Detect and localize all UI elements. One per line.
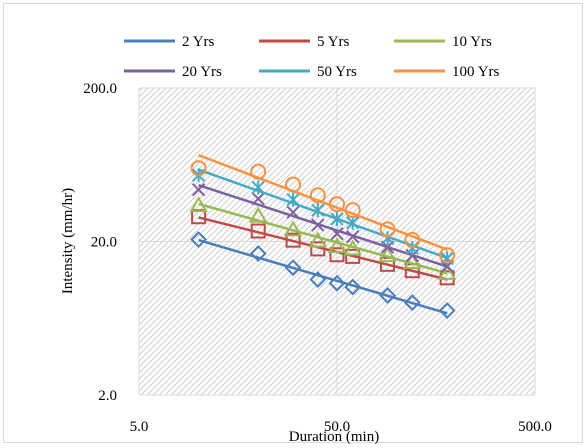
data-point-x xyxy=(286,205,300,219)
legend-label: 2 Yrs xyxy=(182,34,215,50)
legend-item: 50 Yrs xyxy=(259,64,357,80)
data-point-triangle xyxy=(327,236,347,253)
trendline xyxy=(198,183,448,268)
data-point-circle xyxy=(439,247,456,264)
x-axis-title: Duration (min) xyxy=(289,429,379,444)
x-tick-label: 5.0 xyxy=(130,419,149,435)
data-point-circle xyxy=(404,231,421,248)
data-point-circle xyxy=(250,163,267,180)
data-point-circle xyxy=(344,202,361,219)
y-axis-title: Intensity (mm/hr) xyxy=(60,188,76,294)
data-point-diamond xyxy=(190,231,208,248)
legend-item: 5 Yrs xyxy=(259,34,350,50)
legend-item: 100 Yrs xyxy=(394,64,500,80)
data-point-circle xyxy=(190,160,207,177)
series-3 xyxy=(191,182,454,273)
data-point-diamond xyxy=(438,302,456,319)
data-point-square xyxy=(285,232,301,248)
data-point-circle xyxy=(379,221,396,238)
legend-label: 10 Yrs xyxy=(452,34,492,50)
y-tick-label: 200.0 xyxy=(83,81,117,97)
series-5 xyxy=(190,153,456,264)
data-point-square xyxy=(250,223,266,239)
data-point-triangle xyxy=(403,253,422,270)
data-point-square xyxy=(329,247,345,263)
data-point-star xyxy=(286,192,300,207)
legend-label: 50 Yrs xyxy=(317,64,357,80)
data-point-triangle xyxy=(378,246,397,263)
data-point-triangle xyxy=(248,206,268,223)
legend-label: 5 Yrs xyxy=(317,34,350,50)
data-point-star xyxy=(440,251,454,266)
data-point-circle xyxy=(285,176,302,193)
trendline xyxy=(198,153,448,251)
trendline xyxy=(198,202,448,275)
data-point-triangle xyxy=(343,239,362,256)
y-tick-label: 2.0 xyxy=(98,388,117,404)
data-point-star xyxy=(251,180,265,195)
data-point-diamond xyxy=(309,271,327,288)
y-tick-label: 20.0 xyxy=(91,235,117,251)
legend-item: 2 Yrs xyxy=(124,34,215,50)
legend-item: 10 Yrs xyxy=(394,34,492,50)
data-point-star xyxy=(405,241,419,256)
data-point-diamond xyxy=(403,294,421,311)
legend-label: 100 Yrs xyxy=(452,64,500,80)
data-point-triangle xyxy=(437,263,457,280)
data-point-x xyxy=(251,192,265,206)
data-point-triangle xyxy=(283,220,303,237)
data-point-x xyxy=(311,218,325,232)
data-point-triangle xyxy=(189,196,208,213)
x-tick-label: 500.0 xyxy=(518,419,552,435)
data-point-star xyxy=(330,212,344,227)
data-point-square xyxy=(310,241,326,257)
data-point-diamond xyxy=(249,245,267,262)
data-point-diamond xyxy=(379,287,396,304)
series-2 xyxy=(189,196,457,280)
x-tick-label: 50.0 xyxy=(324,419,350,435)
data-point-x xyxy=(330,226,344,241)
data-point-star xyxy=(311,203,325,218)
data-point-x xyxy=(345,229,360,244)
data-point-circle xyxy=(309,187,326,204)
data-point-diamond xyxy=(284,259,302,277)
legend-label: 20 Yrs xyxy=(182,64,222,80)
series-0 xyxy=(190,231,456,319)
data-point-triangle xyxy=(308,231,328,248)
legend-item: 20 Yrs xyxy=(124,64,222,80)
data-point-circle xyxy=(329,196,345,213)
data-point-diamond xyxy=(344,278,362,296)
chart-frame: 5.0 50.0 500.0 2.0 20.0 200.0 2 Yrs 5 Yrs 10 Yr… xyxy=(3,3,583,444)
data-point-square xyxy=(345,248,361,264)
idf-chart: 5.0 50.0 500.0 2.0 20.0 200.0 2 Yrs 5 Yrs 10 Yr… xyxy=(60,34,552,444)
data-point-x xyxy=(191,182,206,197)
data-point-diamond xyxy=(328,274,346,292)
